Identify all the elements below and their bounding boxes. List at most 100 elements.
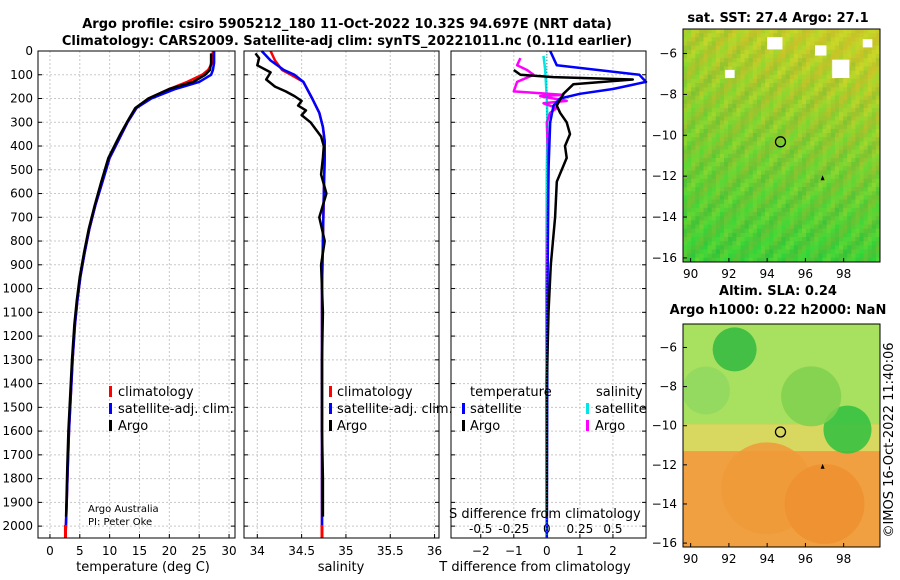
map-x-tick-label: 90: [683, 267, 698, 281]
x-tick-label: 25: [192, 544, 207, 558]
sst-cell: [765, 78, 770, 84]
sst-cell: [756, 58, 762, 63]
sst-cell: [793, 66, 799, 72]
sst-cell: [736, 149, 742, 155]
sst-cell: [847, 257, 852, 262]
sst-cell: [740, 228, 746, 234]
sst-cell: [707, 187, 713, 192]
sst-cell: [851, 187, 856, 192]
sst-cell: [802, 158, 807, 163]
sst-cell: [793, 174, 799, 180]
sst-cell: [839, 29, 844, 34]
salinity-xlabel: salinity: [318, 560, 365, 575]
sst-cell: [744, 158, 750, 163]
x-tick-label: −2: [472, 544, 490, 558]
sst-cell: [715, 83, 721, 88]
sst-cell: [761, 133, 766, 138]
sst-cell: [851, 124, 856, 130]
sst-cell: [875, 58, 880, 63]
sst-cell: [863, 162, 869, 167]
sst-cell: [752, 95, 758, 101]
sst-cell: [748, 170, 754, 176]
sst-cell: [703, 195, 709, 201]
sst-cell: [724, 178, 729, 184]
sst-cell: [818, 33, 824, 38]
sst-cell: [818, 145, 824, 151]
sst-cell: [871, 78, 877, 84]
sst-cell: [785, 41, 791, 47]
sst-cell: [695, 45, 700, 51]
sst-cell: [810, 41, 815, 47]
sst-cell: [822, 203, 828, 209]
sst-cell: [724, 45, 729, 51]
sst-cell: [769, 162, 774, 167]
sst-cell: [736, 212, 742, 217]
sla-map-title: Altim. SLA: 0.24: [719, 284, 837, 299]
sst-cell: [744, 220, 750, 226]
sst-cell: [810, 220, 815, 226]
sst-cell: [707, 241, 713, 246]
sst-cell: [683, 220, 688, 226]
sst-cell: [863, 241, 869, 246]
sst-cell: [867, 178, 873, 184]
sst-cell: [875, 120, 880, 126]
sst-cell: [875, 95, 880, 101]
sst-cell: [875, 191, 880, 197]
sst-cell: [736, 124, 742, 130]
sst-cell: [744, 149, 750, 155]
sst-cell: [715, 29, 721, 34]
sst-cell: [769, 124, 774, 130]
sst-cell: [843, 216, 848, 221]
sst-cell: [802, 70, 807, 76]
sst-cell: [826, 145, 832, 151]
sst-cell: [748, 220, 754, 226]
sst-cell: [761, 232, 766, 238]
sst-cell: [777, 141, 783, 147]
sst-cell: [687, 124, 692, 130]
sst-cell: [691, 174, 696, 180]
sst-cell: [761, 182, 766, 188]
sst-cell: [748, 216, 754, 221]
sst-cell: [814, 257, 819, 262]
sst-cell: [793, 253, 799, 259]
sst-cell: [711, 216, 717, 221]
sst-cell: [691, 83, 696, 88]
sst-cell: [748, 224, 754, 230]
sst-cell: [777, 78, 783, 84]
sst-cell: [715, 166, 721, 172]
sst-cell: [740, 149, 746, 155]
sst-cell: [802, 133, 807, 138]
sst-cell: [843, 241, 848, 246]
sst-cell: [875, 112, 880, 117]
sst-cell: [781, 49, 787, 55]
sst-cell: [752, 224, 758, 230]
sst-cell: [839, 203, 844, 209]
sst-cell: [740, 170, 746, 176]
sst-map-panel: 90 92 94 96 98−6−8−10−12−14−16: [652, 28, 881, 281]
sst-cell: [810, 133, 815, 138]
sst-cell: [867, 199, 873, 205]
sst-cell: [752, 124, 758, 130]
sst-cell: [834, 41, 840, 47]
sst-cell: [822, 178, 828, 184]
sst-cell: [761, 191, 766, 197]
sst-cell: [719, 212, 725, 217]
sst-cell: [875, 99, 880, 105]
map-y-tick-label: −12: [652, 458, 677, 472]
sst-cell: [752, 166, 758, 172]
sst-cell: [715, 120, 721, 126]
sst-cell: [802, 58, 807, 63]
sst-cell: [851, 45, 856, 51]
sst-cell: [732, 128, 737, 134]
sst-cell: [732, 74, 737, 80]
sst-cell: [818, 162, 824, 167]
sst-cell: [683, 174, 688, 180]
sst-cell: [736, 120, 742, 126]
sst-cell: [744, 228, 750, 234]
argo-location-marker: [774, 136, 787, 148]
sst-cell: [810, 116, 815, 122]
sst-cell: [769, 174, 774, 180]
sst-cell: [707, 45, 713, 51]
sst-cell: [834, 137, 840, 142]
sst-cell: [781, 245, 787, 251]
